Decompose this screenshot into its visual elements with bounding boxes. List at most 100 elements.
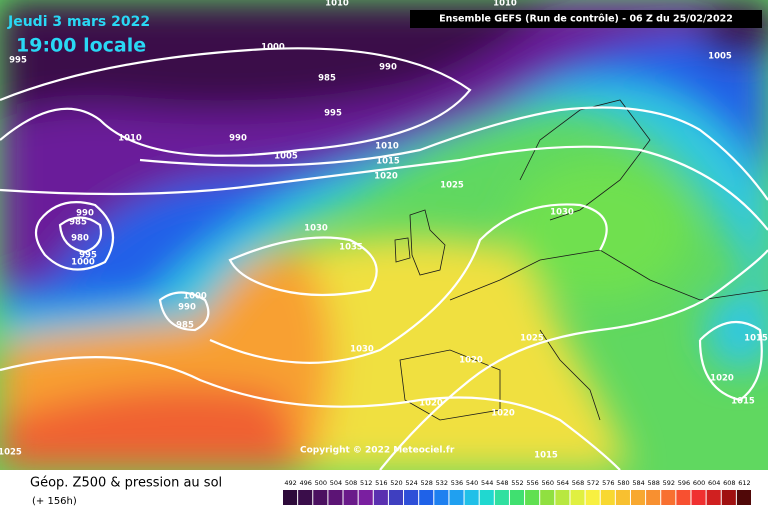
colorbar-swatch bbox=[343, 490, 358, 505]
isobar-label: 980 bbox=[71, 234, 89, 244]
isobar-label: 1020 bbox=[710, 374, 734, 384]
colorbar-swatch bbox=[464, 490, 479, 505]
isobars bbox=[0, 47, 768, 471]
isobar-label: 1025 bbox=[520, 334, 544, 344]
run-banner bbox=[410, 10, 762, 28]
colorbar-label: 532 bbox=[436, 479, 448, 487]
colorbar-swatch bbox=[721, 490, 736, 505]
colorbar-label: 528 bbox=[421, 479, 433, 487]
colorbar-label: 612 bbox=[738, 479, 750, 487]
colorbar-swatch bbox=[691, 490, 706, 505]
colorbar-swatch bbox=[661, 490, 676, 505]
isobar-label: 1010 bbox=[375, 142, 399, 152]
colorbar-swatch bbox=[434, 490, 449, 505]
colorbar-label: 560 bbox=[542, 479, 554, 487]
colorbar-label: 524 bbox=[405, 479, 417, 487]
colorbar-label: 588 bbox=[647, 479, 659, 487]
isobar-label: 990 bbox=[178, 303, 196, 313]
colorbar-swatch bbox=[419, 490, 434, 505]
isobar-label: 1000 bbox=[71, 258, 95, 268]
colorbar-swatch bbox=[646, 490, 661, 505]
colorbar-label: 600 bbox=[693, 479, 705, 487]
colorbar-swatch bbox=[404, 490, 419, 505]
colorbar-swatch bbox=[540, 490, 555, 505]
footer-title: Géop. Z500 & pression au sol bbox=[30, 476, 222, 491]
colorbar-label: 544 bbox=[481, 479, 493, 487]
colorbar-swatch bbox=[706, 490, 721, 505]
colorbar-swatch bbox=[509, 490, 525, 505]
colorbar-swatch bbox=[449, 490, 464, 505]
date: Jeudi 3 mars 2022 bbox=[7, 14, 150, 30]
colorbar-label: 496 bbox=[299, 479, 311, 487]
colorbar-label: 576 bbox=[602, 479, 614, 487]
isobar-label: 990 bbox=[76, 209, 94, 219]
colorbar-swatch bbox=[283, 490, 298, 505]
colorbar-swatch bbox=[328, 490, 343, 505]
isobar-label: 1005 bbox=[708, 52, 732, 62]
colorbar-label: 508 bbox=[345, 479, 357, 487]
colorbar-swatch bbox=[600, 490, 615, 505]
isobar-label: 1030 bbox=[550, 208, 574, 218]
isobar-label: 985 bbox=[69, 218, 87, 228]
isobar-label: 990 bbox=[229, 134, 247, 144]
isobar-label: 1020 bbox=[374, 172, 398, 182]
colorbar-swatch bbox=[388, 490, 404, 505]
colorbar-label: 572 bbox=[587, 479, 599, 487]
colorbar-label: 516 bbox=[375, 479, 387, 487]
colorbar-swatch bbox=[479, 490, 494, 505]
colorbar-label: 492 bbox=[284, 479, 296, 487]
colorbar-swatch bbox=[615, 490, 630, 505]
local-time: 19:00 locale bbox=[16, 35, 146, 57]
copyright: Copyright © 2022 Meteociel.fr bbox=[300, 446, 455, 456]
colorbar: 492 496 500 504 508 512 516 520 524 528 532 536 540 5… bbox=[283, 479, 751, 505]
colorbar-label: 580 bbox=[617, 479, 629, 487]
isobar-label: 1030 bbox=[304, 224, 328, 234]
colorbar-label: 552 bbox=[511, 479, 523, 487]
isobar-label: 995 bbox=[9, 56, 27, 66]
field bbox=[0, 0, 768, 470]
colorbar-label: 608 bbox=[723, 479, 735, 487]
colorbar-label: 584 bbox=[632, 479, 644, 487]
colorbar-label: 592 bbox=[663, 479, 675, 487]
colorbar-swatch bbox=[585, 490, 600, 505]
colorbar-swatch bbox=[298, 490, 313, 505]
isobar-label: 995 bbox=[324, 109, 342, 119]
run-info: Ensemble GEFS (Run de contrôle) - 06 Z d… bbox=[439, 14, 733, 25]
colorbar-label: 512 bbox=[360, 479, 372, 487]
colorbar-label: 548 bbox=[496, 479, 508, 487]
isobar-label: 1020 bbox=[419, 399, 443, 409]
isobar-label: 1005 bbox=[274, 152, 298, 162]
isobar-label: 1015 bbox=[744, 334, 768, 344]
isobar-label: 1015 bbox=[731, 397, 755, 407]
colorbar-swatch bbox=[555, 490, 570, 505]
isobar-label: 985 bbox=[176, 321, 194, 331]
colorbar-label: 556 bbox=[526, 479, 538, 487]
colorbar-swatch bbox=[736, 490, 751, 505]
isobar-label: 1015 bbox=[376, 157, 400, 167]
colorbar-label: 596 bbox=[678, 479, 690, 487]
colorbar-swatch bbox=[525, 490, 540, 505]
colorbar-label: 564 bbox=[557, 479, 569, 487]
isobar-label: 1010 bbox=[118, 134, 142, 144]
colorbar-label: 520 bbox=[390, 479, 402, 487]
colorbar-label: 604 bbox=[708, 479, 720, 487]
colorbar-label: 500 bbox=[315, 479, 327, 487]
isobar-labels: 9951000985990990995101010051010101510201… bbox=[0, 0, 768, 461]
colorbar-label: 536 bbox=[451, 479, 463, 487]
colorbar-swatch bbox=[494, 490, 509, 505]
colorbar-swatch bbox=[676, 490, 691, 505]
isobar-label: 985 bbox=[318, 74, 336, 84]
colorbar-swatch bbox=[630, 490, 646, 505]
isobar-label: 1000 bbox=[183, 292, 207, 302]
colorbar-swatch bbox=[570, 490, 585, 505]
colorbar-label: 568 bbox=[572, 479, 584, 487]
colorbar-label: 504 bbox=[330, 479, 342, 487]
isobar-label: 1020 bbox=[491, 409, 515, 419]
isobar-label: 1025 bbox=[440, 181, 464, 191]
isobar-label: 995 bbox=[79, 251, 97, 261]
footer-subtitle: (+ 156h) bbox=[32, 496, 77, 507]
colorbar-swatch bbox=[313, 490, 328, 505]
isobar-label: 1035 bbox=[339, 243, 363, 253]
colorbar-label: 540 bbox=[466, 479, 478, 487]
